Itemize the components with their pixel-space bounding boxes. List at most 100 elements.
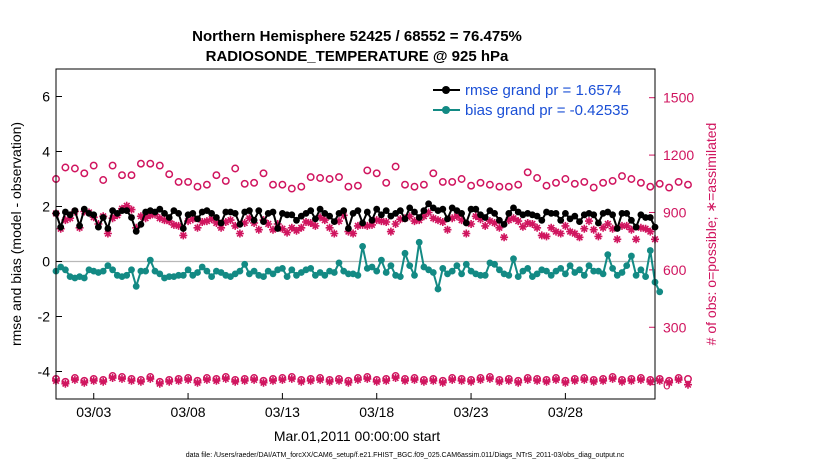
bias-series-point — [203, 267, 211, 275]
bias-series-point — [406, 262, 414, 269]
assimilated-obs-point — [179, 231, 188, 240]
possible-obs-point — [363, 166, 372, 175]
assimilated-obs-point — [504, 216, 513, 225]
possible-obs-point — [419, 180, 428, 189]
assimilated-obs-point — [396, 215, 405, 224]
possible-obs-point — [372, 169, 381, 178]
rmse-series-point — [496, 216, 503, 224]
rmse-series-point — [590, 211, 598, 219]
rmse-series-point — [359, 219, 366, 227]
assimilated-obs-lower-point — [457, 376, 466, 385]
rmse-series-point — [104, 225, 112, 232]
assimilated-obs-point — [561, 221, 570, 230]
assimilated-obs-point — [335, 217, 343, 226]
bias-series-point — [354, 271, 362, 279]
bias-series-point — [543, 267, 550, 275]
x-axis-label: Mar.01,2011 00:00:00 start — [274, 428, 440, 444]
assimilated-obs-point — [552, 227, 560, 236]
rmse-series-point — [330, 218, 338, 226]
rmse-series-point — [161, 210, 168, 217]
assimilated-obs-point — [311, 221, 320, 230]
bias-series-point — [599, 270, 607, 278]
rmse-series-point — [57, 223, 65, 231]
assimilated-obs-lower-point — [316, 375, 325, 384]
assimilated-obs-point — [188, 215, 197, 224]
rmse-series-point — [491, 210, 498, 217]
possible-obs-point — [250, 178, 259, 187]
assimilated-obs-point — [297, 223, 306, 232]
rmse-series-point — [231, 210, 239, 217]
assimilated-obs-point — [306, 219, 315, 227]
assimilated-obs-point — [193, 223, 202, 232]
assimilated-obs-point — [419, 212, 428, 221]
assimilated-obs-lower-point — [419, 377, 428, 386]
rmse-series-point — [462, 219, 470, 227]
rmse-series-point — [236, 221, 244, 228]
possible-obs-point — [325, 175, 334, 183]
assimilated-obs-point — [410, 217, 419, 226]
assimilated-obs-point — [377, 217, 386, 226]
bias-series-point — [411, 271, 418, 279]
bias-series-point — [335, 259, 343, 267]
assimilated-obs-point — [245, 214, 254, 223]
assimilated-obs-point — [424, 208, 433, 217]
bias-series-point — [585, 262, 593, 269]
rmse-series-point — [288, 211, 296, 219]
possible-obs-point — [118, 171, 126, 180]
bias-series-point — [429, 269, 437, 276]
bias-series-point — [198, 263, 206, 271]
y-tick-label: -4 — [38, 364, 51, 380]
assimilated-obs-point — [391, 220, 400, 228]
assimilated-obs-lower-point — [655, 376, 664, 385]
possible-obs-point — [353, 181, 362, 190]
rmse-series-point — [213, 214, 220, 221]
possible-obs-point — [165, 170, 174, 179]
possible-obs-point — [202, 180, 211, 189]
possible-obs-point — [580, 177, 589, 186]
rmse-series-point — [613, 225, 621, 232]
assimilated-obs-point — [330, 229, 339, 238]
bias-series-point — [642, 273, 649, 280]
rmse-series-point — [222, 208, 230, 216]
assimilated-obs-lower-point — [589, 377, 598, 386]
x-tick-label: 03/13 — [265, 404, 300, 420]
assimilated-obs-lower-point — [410, 375, 419, 384]
possible-obs-point — [429, 169, 438, 178]
bias-series-point — [491, 260, 498, 268]
possible-obs-point — [665, 183, 674, 192]
possible-obs-point — [108, 161, 117, 170]
y2-tick-label: 300 — [663, 319, 687, 335]
assimilated-obs-point — [103, 229, 112, 238]
rmse-series-point — [401, 215, 409, 223]
assimilated-obs-lower-point — [99, 377, 108, 386]
bias-series-point — [104, 262, 112, 269]
assimilated-obs-point — [467, 220, 476, 228]
rmse-series-point — [255, 207, 263, 215]
bias-series-point — [524, 265, 532, 272]
assimilated-obs-point — [476, 215, 485, 224]
rmse-series-point — [373, 205, 381, 213]
bias-series-point — [288, 266, 296, 274]
bias-series-point — [628, 252, 635, 260]
assimilated-obs-lower-point — [306, 376, 315, 385]
assimilated-obs-lower-point — [570, 376, 579, 385]
bias-series-point — [269, 270, 277, 278]
rmse-series-point — [628, 216, 635, 224]
y2-tick-label: 1200 — [663, 147, 694, 163]
possible-obs-point — [684, 180, 692, 189]
rmse-series-point — [642, 214, 649, 221]
bias-series-point — [481, 271, 489, 279]
assimilated-obs-point — [448, 214, 457, 223]
bias-series-point — [462, 260, 470, 268]
assimilated-obs-point — [136, 212, 145, 221]
rmse-series-point — [411, 208, 418, 216]
assimilated-obs-point — [599, 223, 608, 232]
rmse-series-point — [208, 210, 216, 217]
assimilated-obs-lower-point — [344, 378, 353, 387]
bias-series-point — [260, 273, 267, 280]
rmse-series-point — [118, 207, 126, 215]
rmse-series-point — [609, 211, 616, 219]
y2-tick-label: 1500 — [663, 90, 694, 106]
possible-obs-point — [391, 162, 400, 171]
assimilated-obs-point — [481, 221, 490, 230]
